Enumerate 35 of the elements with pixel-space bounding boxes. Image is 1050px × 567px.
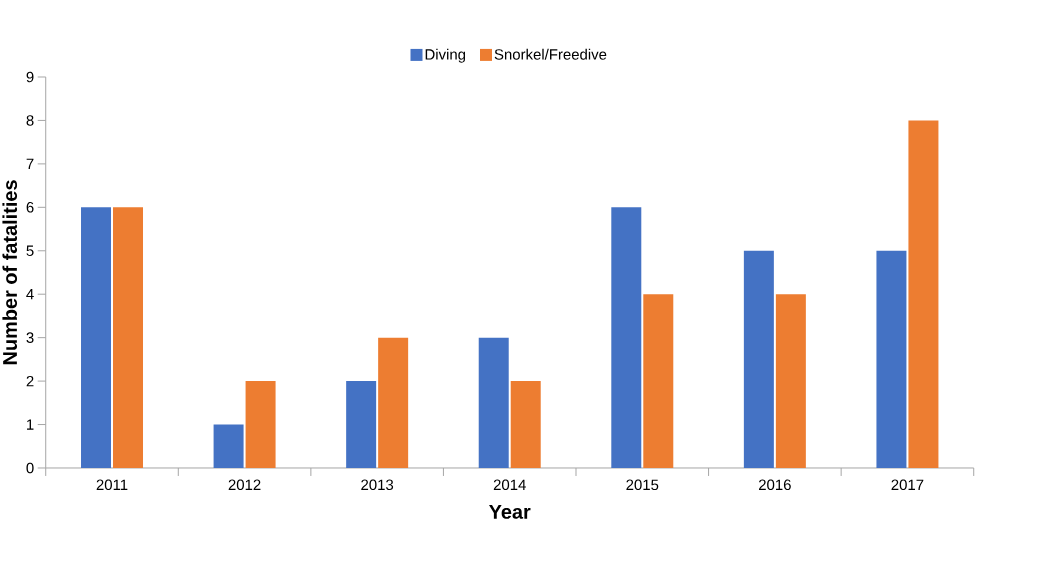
- bar: [478, 337, 509, 468]
- y-tick-label: 9: [26, 71, 34, 83]
- x-tick-label: 2014: [493, 479, 526, 491]
- bar: [346, 381, 377, 468]
- y-tick-label: 0: [26, 462, 34, 474]
- bar: [81, 207, 112, 468]
- x-tick-label: 2016: [758, 479, 791, 491]
- bar: [643, 294, 674, 468]
- x-tick-label: 2017: [891, 479, 924, 491]
- bar: [743, 250, 774, 468]
- y-tick-label: 3: [26, 332, 34, 343]
- x-tick-label: 2011: [96, 479, 128, 491]
- bar: [908, 120, 939, 468]
- y-tick-label: 8: [26, 115, 34, 126]
- bar: [245, 381, 276, 468]
- y-tick-label: 6: [26, 202, 34, 213]
- y-tick-label: 2: [26, 375, 34, 387]
- y-tick-label: 4: [26, 289, 34, 300]
- bar: [510, 381, 541, 468]
- bar: [378, 337, 409, 468]
- bar: [775, 294, 806, 468]
- bar: [876, 250, 907, 468]
- x-axis-title: Year: [489, 504, 531, 519]
- y-tick-label: 1: [27, 419, 34, 430]
- y-tick-label: 7: [26, 158, 34, 170]
- y-tick-label: 5: [26, 245, 34, 256]
- legend-label: Diving: [425, 48, 466, 63]
- x-tick-label: 2013: [361, 479, 394, 491]
- legend-label: Snorkel/Freedive: [494, 48, 607, 60]
- bar: [611, 207, 642, 468]
- bar: [113, 207, 143, 468]
- y-axis-title: Number of fatalities: [2, 180, 18, 365]
- x-tick-label: 2012: [228, 479, 261, 491]
- bar: [213, 424, 244, 468]
- x-tick-label: 2015: [626, 479, 659, 491]
